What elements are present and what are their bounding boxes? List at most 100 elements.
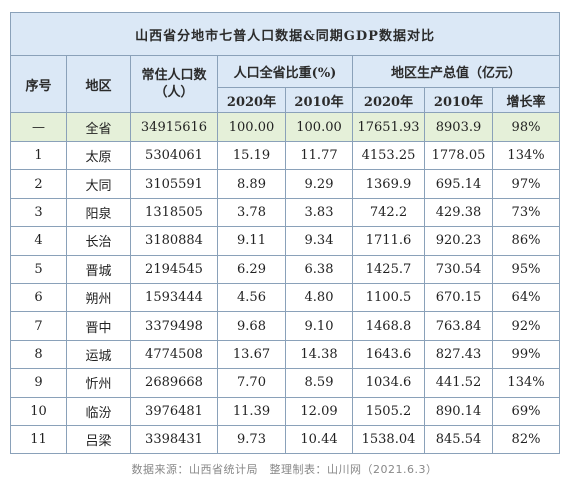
cell-population: 3105591 [130,169,218,199]
table-row: 2 大同 3105591 8.89 9.29 1369.9 695.14 97% [10,169,561,199]
population-gdp-table-frame: 山西省分地市七普人口数据&同期GDP数据对比 序号 地区 常住人口数（人） 人口… [9,12,561,477]
table-row: 9 忻州 2689668 7.70 8.59 1034.6 441.52 134… [10,368,561,398]
cell-population: 2194545 [130,254,218,284]
cell-seq: 10 [10,396,67,426]
table-row: 5 晋城 2194545 6.29 6.38 1425.7 730.54 95% [10,254,561,284]
cell-seq: 7 [10,311,67,341]
cell-region: 忻州 [66,368,131,398]
table-row: 11 吕梁 3398431 9.73 10.44 1538.04 845.54 … [10,424,561,455]
cell-population: 5304061 [130,140,218,171]
cell-share-2020: 100.00 [217,112,286,142]
header-share-2020: 2020年 [217,87,286,113]
header-population-label: 常住人口数（人） [141,68,207,100]
header-growth: 增长率 [491,87,561,113]
cell-seq: 5 [10,254,67,284]
cell-region: 晋城 [66,254,131,284]
cell-seq: 4 [10,226,67,256]
header-region: 地区 [66,55,131,113]
cell-share-2010: 9.29 [285,169,353,199]
cell-population: 1593444 [130,282,218,313]
cell-gdp-2020: 1468.8 [352,311,425,341]
cell-seq: 3 [10,197,67,228]
cell-gdp-2020: 1100.5 [352,282,425,313]
header-gdp-2020: 2020年 [352,87,425,113]
cell-growth: 69% [491,396,561,426]
cell-gdp-2020: 742.2 [352,197,425,228]
header-share-2010: 2010年 [285,87,353,113]
source-footer: 数据来源：山西省统计局 整理制表：山川网（2021.6.3） [131,463,438,477]
table-row: 1 太原 5304061 15.19 11.77 4153.25 1778.05… [10,140,561,171]
cell-gdp-2010: 730.54 [424,254,493,284]
table-row: 10 临汾 3976481 11.39 12.09 1505.2 890.14 … [10,396,561,426]
cell-population: 34915616 [130,112,218,142]
cell-gdp-2010: 8903.9 [424,112,493,142]
cell-population: 3379498 [130,311,218,341]
cell-gdp-2010: 441.52 [424,368,493,398]
cell-share-2010: 100.00 [285,112,353,142]
cell-share-2020: 3.78 [217,197,286,228]
cell-share-2010: 6.38 [285,254,353,284]
cell-gdp-2020: 1034.6 [352,368,425,398]
cell-growth: 73% [491,197,561,228]
header-gdp-group: 地区生产总值（亿元） [351,55,561,88]
cell-growth: 95% [491,254,561,284]
cell-share-2010: 9.10 [285,311,353,341]
cell-gdp-2020: 1369.9 [352,169,425,199]
cell-seq: 6 [10,282,67,313]
cell-share-2020: 8.89 [217,169,286,199]
cell-share-2010: 3.83 [285,197,353,228]
cell-gdp-2010: 845.54 [424,424,493,455]
cell-population: 3180884 [130,226,218,256]
cell-region: 长治 [66,226,131,256]
cell-share-2010: 11.77 [285,140,353,171]
cell-growth: 99% [491,339,561,370]
cell-population: 2689668 [130,368,218,398]
header-population: 常住人口数（人） [130,55,218,113]
cell-gdp-2020: 1538.04 [352,424,425,455]
cell-growth: 98% [491,112,561,142]
cell-gdp-2010: 890.14 [424,396,493,426]
cell-region: 吕梁 [66,424,131,455]
cell-population: 4774508 [130,339,218,370]
cell-share-2020: 9.11 [217,226,286,256]
cell-share-2020: 6.29 [217,254,286,284]
table-row-total: — 全省 34915616 100.00 100.00 17651.93 890… [10,112,561,142]
cell-share-2010: 14.38 [285,339,353,370]
cell-share-2020: 7.70 [217,368,286,398]
cell-region: 大同 [66,169,131,199]
cell-share-2010: 12.09 [285,396,353,426]
table-row: 8 运城 4774508 13.67 14.38 1643.6 827.43 9… [10,339,561,370]
cell-gdp-2020: 1425.7 [352,254,425,284]
table-row: 7 晋中 3379498 9.68 9.10 1468.8 763.84 92% [10,311,561,341]
cell-share-2020: 9.73 [217,424,286,455]
cell-gdp-2020: 1711.6 [352,226,425,256]
cell-gdp-2010: 1778.05 [424,140,493,171]
cell-gdp-2010: 763.84 [424,311,493,341]
cell-region: 朔州 [66,282,131,313]
cell-region: 运城 [66,339,131,370]
cell-gdp-2010: 827.43 [424,339,493,370]
cell-growth: 64% [491,282,561,313]
cell-growth: 82% [491,424,561,455]
header-share-group: 人口全省比重(%) [217,55,353,88]
population-gdp-table: 山西省分地市七普人口数据&同期GDP数据对比 序号 地区 常住人口数（人） 人口… [9,12,561,455]
cell-growth: 92% [491,311,561,341]
cell-seq: 8 [10,339,67,370]
cell-share-2020: 13.67 [217,339,286,370]
cell-region: 太原 [66,140,131,171]
cell-share-2020: 4.56 [217,282,286,313]
cell-share-2010: 4.80 [285,282,353,313]
cell-region: 晋中 [66,311,131,341]
cell-gdp-2010: 920.23 [424,226,493,256]
cell-gdp-2010: 429.38 [424,197,493,228]
header-seq: 序号 [10,55,67,113]
cell-growth: 86% [491,226,561,256]
cell-share-2020: 11.39 [217,396,286,426]
cell-population: 1318505 [130,197,218,228]
cell-seq: 11 [10,424,67,455]
cell-population: 3398431 [130,424,218,455]
cell-share-2020: 9.68 [217,311,286,341]
cell-region: 临汾 [66,396,131,426]
cell-growth: 134% [491,140,561,171]
cell-gdp-2020: 4153.25 [352,140,425,171]
